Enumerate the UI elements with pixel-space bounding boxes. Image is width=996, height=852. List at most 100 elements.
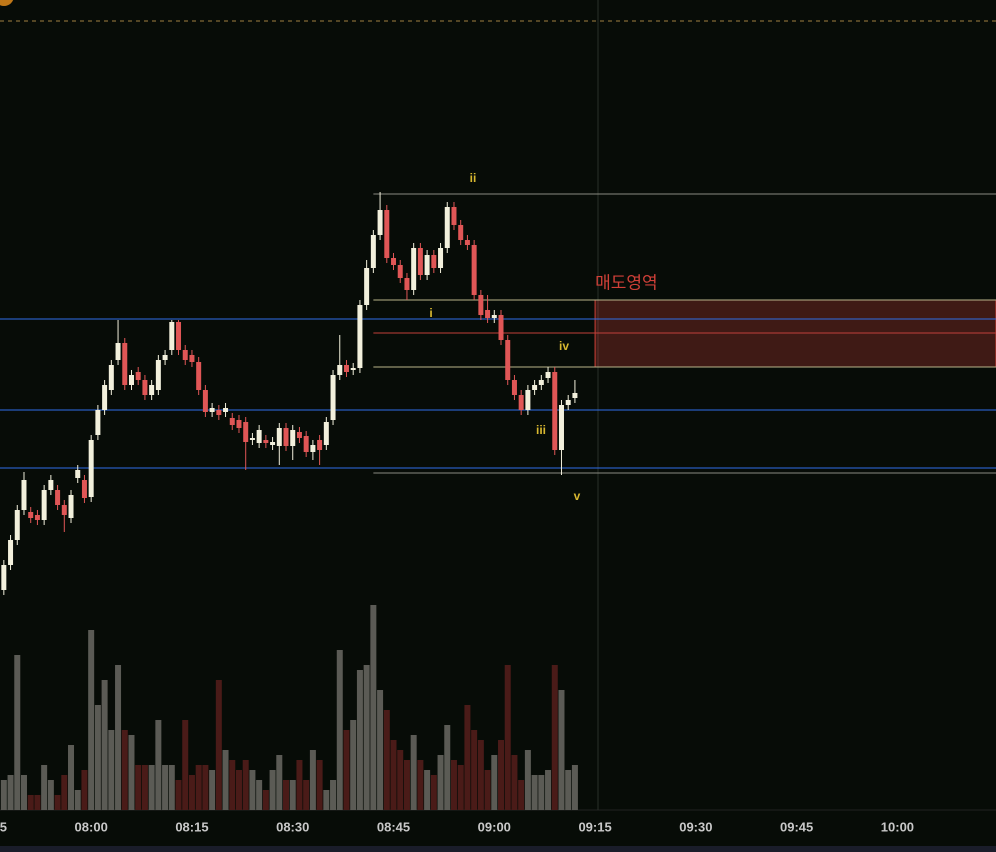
volume-bar (256, 780, 263, 810)
candle-body (464, 240, 470, 245)
volume-bar (14, 655, 21, 810)
candle-body (364, 268, 370, 305)
candle-body (216, 410, 222, 415)
candle-body (404, 278, 410, 290)
candle-body (75, 470, 81, 478)
candle-body (28, 512, 34, 518)
x-tick-label: 08:30 (276, 819, 309, 834)
candle-body (122, 343, 128, 385)
x-tick-label: 07:45 (0, 819, 7, 834)
wave-label: ii (470, 171, 477, 185)
volume-bar (296, 760, 303, 810)
volume-bar (551, 665, 558, 810)
candle-body (343, 365, 349, 372)
candle-body (176, 322, 182, 350)
volume-bar (81, 770, 88, 810)
candle-body (182, 350, 188, 360)
candle-body (330, 375, 336, 420)
volume-bar (571, 765, 578, 810)
candle-body (276, 428, 282, 446)
candle-body (572, 393, 578, 398)
candle-body (565, 400, 571, 405)
candle-body (384, 210, 390, 258)
volume-bar (155, 720, 162, 810)
candle-body (411, 248, 417, 290)
volume-bar (484, 770, 491, 810)
volume-bar (289, 780, 296, 810)
zone-label: 매도영역 (595, 273, 658, 292)
candle-body (88, 440, 94, 497)
volume-bar (370, 605, 377, 810)
x-tick-label: 09:30 (679, 819, 712, 834)
volume-bar (545, 770, 552, 810)
volume-bar (235, 770, 242, 810)
candle-body (505, 340, 511, 380)
candle-body (303, 436, 309, 452)
volume-bar (202, 765, 209, 810)
volume-bar (283, 780, 290, 810)
candle-body (61, 505, 67, 515)
volume-bar (54, 795, 61, 810)
candle-body (135, 372, 141, 380)
candle-body (511, 380, 517, 395)
volume-bar (565, 770, 572, 810)
volume-bar (135, 765, 142, 810)
candle-body (317, 440, 323, 450)
volume-bar (128, 735, 135, 810)
candle-body (128, 375, 134, 385)
volume-bar (68, 745, 75, 810)
candle-body (243, 422, 249, 442)
wave-label: iii (536, 423, 546, 437)
candle-body (236, 420, 242, 428)
candle-body (108, 365, 114, 390)
candle-body (350, 368, 356, 370)
x-tick-label: 09:15 (578, 819, 611, 834)
volume-bar (229, 760, 236, 810)
volume-bar (430, 775, 437, 810)
symbol-icon (0, 0, 14, 6)
x-tick-label: 08:15 (175, 819, 208, 834)
candle-body (532, 385, 538, 390)
bottom-bar (0, 846, 996, 852)
candle-body (34, 515, 40, 520)
volume-bar (410, 735, 417, 810)
candle-body (370, 235, 376, 268)
candle-body (149, 385, 155, 395)
volume-bar (316, 760, 323, 810)
candle-body (14, 510, 20, 540)
candle-body (357, 305, 363, 368)
candle-body (155, 360, 161, 390)
time-axis (0, 810, 996, 852)
volume-bar (108, 730, 115, 810)
candle-body (55, 490, 61, 505)
wave-label: i (429, 306, 432, 320)
volume-bar (538, 775, 545, 810)
volume-bar (477, 740, 484, 810)
candle-body (471, 245, 477, 295)
volume-bar (242, 760, 249, 810)
volume-bar (531, 775, 538, 810)
x-tick-label: 08:00 (75, 819, 108, 834)
candle-body (202, 390, 208, 412)
candle-body (21, 480, 27, 510)
volume-bar (504, 665, 511, 810)
volume-bar (101, 680, 108, 810)
volume-bar (222, 750, 229, 810)
candle-body (296, 432, 302, 438)
candle-body (68, 495, 74, 518)
candle-body (223, 408, 229, 412)
volume-bar (403, 760, 410, 810)
candle-body (545, 372, 551, 378)
volume-bar (518, 780, 525, 810)
volume-bar (444, 725, 451, 810)
candle-body (485, 310, 491, 318)
candle-body (552, 372, 558, 450)
volume-bar (115, 665, 122, 810)
volume-bar (94, 705, 101, 810)
volume-bar (309, 750, 316, 810)
volume-bar (20, 775, 27, 810)
candle-body (81, 480, 87, 498)
candle-body (310, 445, 316, 452)
candle-body (249, 438, 255, 440)
